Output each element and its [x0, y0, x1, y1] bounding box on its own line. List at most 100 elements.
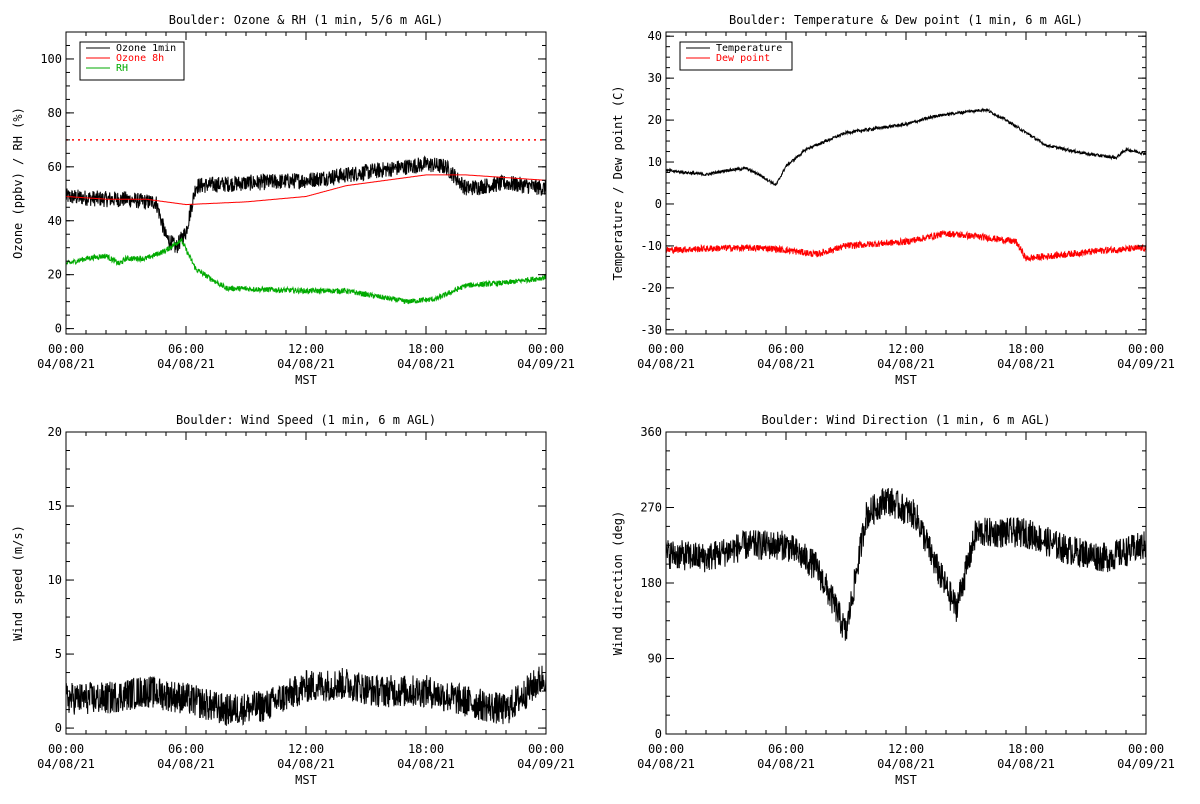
y-tick-label: 0: [55, 721, 62, 735]
y-tick-label: 40: [48, 214, 62, 228]
y-tick-label: 0: [55, 322, 62, 336]
x-tick-date-label: 04/08/21: [637, 357, 695, 371]
y-tick-label: 90: [648, 652, 662, 666]
x-tick-time-label: 18:00: [408, 342, 444, 356]
x-tick-time-label: 06:00: [168, 342, 204, 356]
y-tick-label: 0: [655, 727, 662, 741]
y-tick-label: 10: [48, 573, 62, 587]
chart-4: Boulder: Wind Direction (1 min, 6 m AGL)…: [611, 413, 1175, 787]
x-tick-date-label: 04/08/21: [877, 357, 935, 371]
series-line-1: [666, 488, 1146, 641]
x-tick-date-label: 04/08/21: [157, 757, 215, 771]
y-axis-label: Ozone (ppbv) / RH (%): [11, 107, 25, 259]
y-tick-label: 360: [640, 425, 662, 439]
x-axis-label: MST: [895, 773, 917, 787]
chart-2: Boulder: Temperature & Dew point (1 min,…: [611, 13, 1175, 387]
x-tick-date-label: 04/08/21: [997, 357, 1055, 371]
y-tick-label: 15: [48, 499, 62, 513]
y-tick-label: -10: [640, 239, 662, 253]
chart-title: Boulder: Wind Speed (1 min, 6 m AGL): [176, 413, 436, 427]
y-tick-label: 60: [48, 160, 62, 174]
x-tick-date-label: 04/08/21: [757, 357, 815, 371]
y-tick-label: 10: [648, 155, 662, 169]
x-tick-time-label: 12:00: [888, 342, 924, 356]
x-tick-date-label: 04/09/21: [1117, 357, 1175, 371]
x-tick-time-label: 12:00: [288, 742, 324, 756]
y-tick-label: 5: [55, 647, 62, 661]
y-tick-label: 180: [640, 576, 662, 590]
x-tick-time-label: 00:00: [648, 342, 684, 356]
x-tick-time-label: 18:00: [1008, 342, 1044, 356]
chart-1: Boulder: Ozone & RH (1 min, 5/6 m AGL) 0 2…: [11, 13, 575, 387]
y-tick-label: 30: [648, 71, 662, 85]
x-tick-date-label: 04/08/21: [397, 357, 455, 371]
plot-frame: [665, 431, 1147, 735]
chart-3: Boulder: Wind Speed (1 min, 6 m AGL) 0 5 10…: [11, 413, 575, 787]
legend-box: [679, 41, 793, 71]
series-line-3: [66, 237, 546, 305]
y-tick-label: 100: [40, 52, 62, 66]
x-tick-time-label: 12:00: [888, 742, 924, 756]
series-group: [66, 665, 546, 726]
x-tick-time-label: 00:00: [648, 742, 684, 756]
x-tick-date-label: 04/08/21: [997, 757, 1055, 771]
legend-label: Ozone 8h: [116, 53, 164, 64]
y-tick-label: 20: [48, 268, 62, 282]
x-tick-time-label: 00:00: [48, 342, 84, 356]
y-tick-label: -30: [640, 323, 662, 337]
x-tick-time-label: 06:00: [168, 742, 204, 756]
x-tick-time-label: 00:00: [528, 342, 564, 356]
x-tick-date-label: 04/08/21: [757, 757, 815, 771]
x-axis-label: MST: [295, 773, 317, 787]
series-line-1: [66, 155, 546, 254]
x-tick-date-label: 04/08/21: [637, 757, 695, 771]
x-tick-date-label: 04/08/21: [877, 757, 935, 771]
legend-label: Dew point: [716, 53, 770, 64]
y-tick-label: 40: [648, 29, 662, 43]
x-tick-time-label: 06:00: [768, 342, 804, 356]
x-tick-date-label: 04/08/21: [277, 757, 335, 771]
chart-title: Boulder: Wind Direction (1 min, 6 m AGL): [762, 413, 1051, 427]
chart-title: Boulder: Ozone & RH (1 min, 5/6 m AGL): [169, 13, 444, 27]
series-group: [666, 107, 1146, 263]
y-axis-label: Temperature / Dew point (C): [611, 85, 625, 280]
y-tick-label: 20: [48, 425, 62, 439]
x-tick-date-label: 04/08/21: [37, 757, 95, 771]
legend-label: Ozone 1min: [116, 43, 176, 54]
x-tick-time-label: 00:00: [1128, 342, 1164, 356]
series-line-2: [666, 230, 1146, 263]
y-tick-label: 80: [48, 106, 62, 120]
x-tick-time-label: 18:00: [408, 742, 444, 756]
y-tick-label: -20: [640, 281, 662, 295]
series-line-1: [66, 665, 546, 726]
y-axis-label: Wind direction (deg): [611, 511, 625, 656]
series-group: [66, 139, 546, 305]
x-tick-time-label: 12:00: [288, 342, 324, 356]
legend-label: RH: [116, 63, 128, 74]
x-tick-date-label: 04/08/21: [277, 357, 335, 371]
chart-title: Boulder: Temperature & Dew point (1 min,…: [729, 13, 1083, 27]
x-tick-time-label: 00:00: [528, 742, 564, 756]
x-axis-label: MST: [895, 373, 917, 387]
plot-frame: [665, 31, 1147, 335]
x-tick-date-label: 04/08/21: [157, 357, 215, 371]
y-tick-label: 270: [640, 501, 662, 515]
series-group: [666, 488, 1146, 641]
y-tick-label: 20: [648, 113, 662, 127]
x-tick-date-label: 04/09/21: [517, 757, 575, 771]
x-tick-time-label: 00:00: [1128, 742, 1164, 756]
x-tick-date-label: 04/08/21: [397, 757, 455, 771]
y-tick-label: 0: [655, 197, 662, 211]
series-line-2: [66, 174, 546, 206]
x-tick-time-label: 00:00: [48, 742, 84, 756]
x-axis-label: MST: [295, 373, 317, 387]
y-axis-label: Wind speed (m/s): [11, 525, 25, 641]
x-tick-time-label: 18:00: [1008, 742, 1044, 756]
x-tick-date-label: 04/08/21: [37, 357, 95, 371]
series-line-1: [666, 107, 1146, 186]
legend-label: Temperature: [716, 43, 782, 54]
x-tick-date-label: 04/09/21: [1117, 757, 1175, 771]
legend-box: [79, 41, 185, 81]
